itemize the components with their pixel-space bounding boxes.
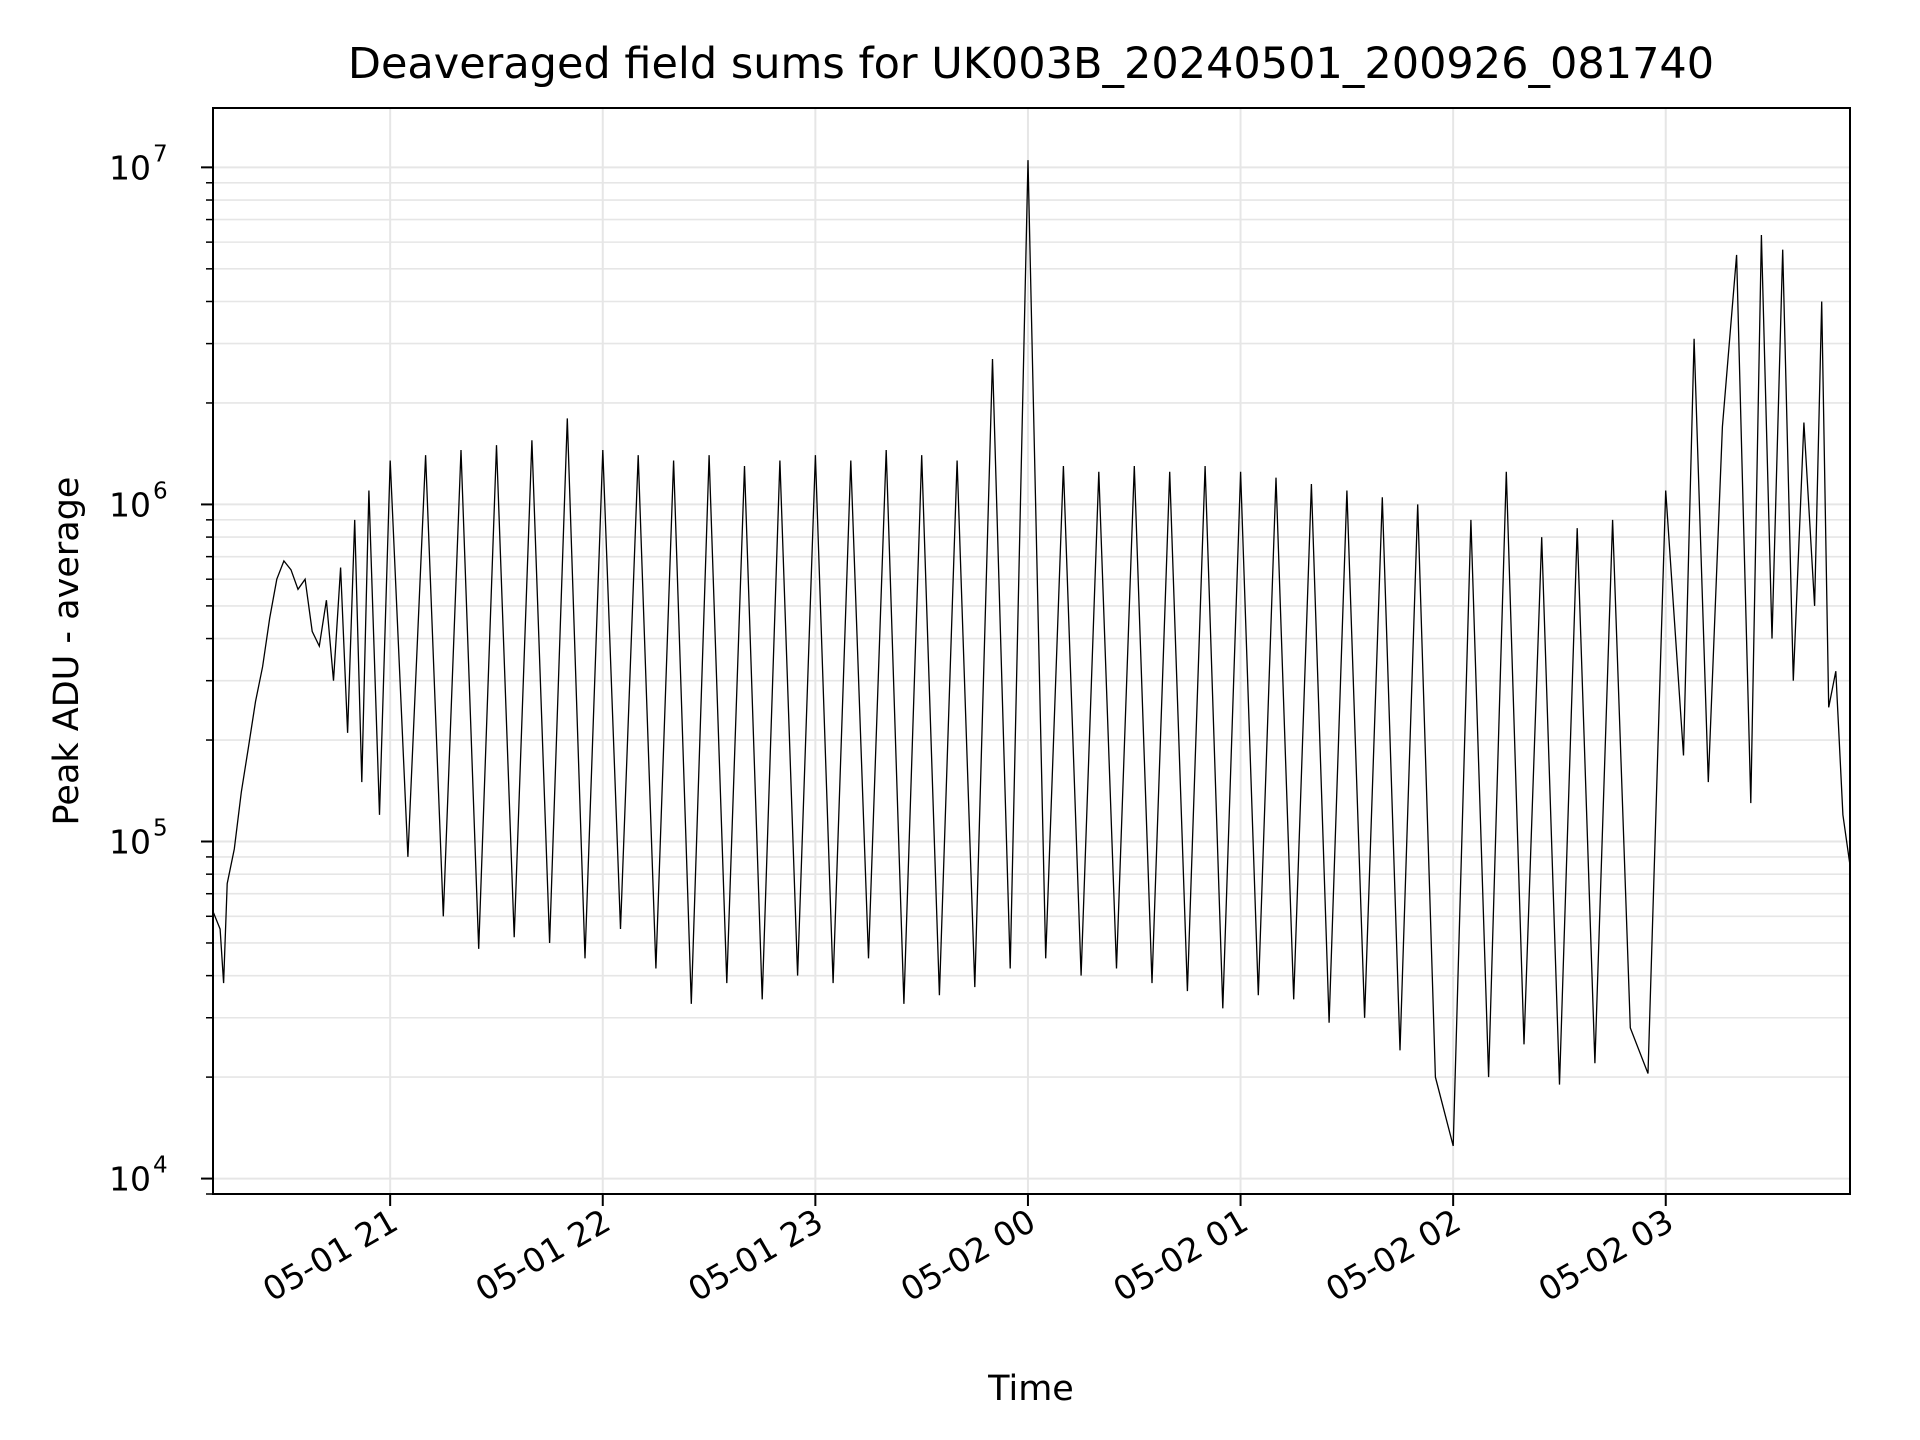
y-tick-label: 10: [109, 148, 151, 187]
y-tick-label: 10: [109, 1160, 151, 1199]
plot-frame: [212, 107, 1851, 1195]
y-tick-label: 10: [109, 485, 151, 524]
y-tick-exponent: 6: [153, 478, 168, 504]
y-tick-exponent: 5: [153, 816, 168, 842]
y-axis-label: Peak ADU - average: [47, 477, 87, 826]
chart-title: Deaveraged field sums for UK003B_2024050…: [348, 39, 1714, 89]
series-line: [212, 160, 1851, 1147]
series-layer: [212, 160, 1851, 1147]
y-tick-label: 10: [109, 823, 151, 862]
y-tick-base: 10: [109, 1160, 151, 1199]
y-tick-exponent: 7: [153, 141, 168, 167]
y-tick-base: 10: [109, 148, 151, 187]
y-tick-base: 10: [109, 823, 151, 862]
y-tick-exponent: 4: [153, 1153, 168, 1179]
y-tick-base: 10: [109, 485, 151, 524]
x-axis-label: Time: [987, 1369, 1074, 1409]
